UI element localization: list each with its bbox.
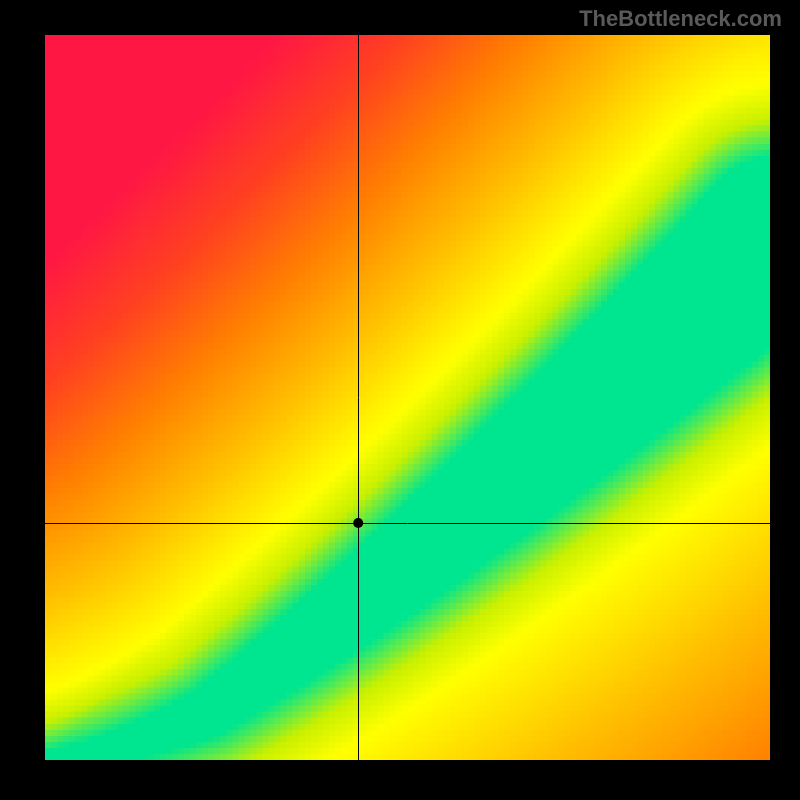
crosshair-overlay [0, 0, 800, 800]
watermark-text: TheBottleneck.com [579, 6, 782, 32]
chart-container: { "watermark": { "text": "TheBottleneck.… [0, 0, 800, 800]
